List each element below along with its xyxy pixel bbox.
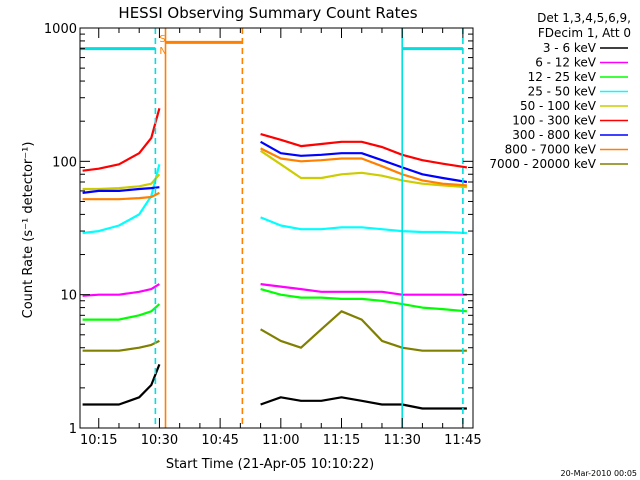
axes: 1 10 100 1000 10:15 10:30 10:45 11:00 11:15 11:30… — [44, 22, 482, 448]
x-tick-label: 11:15 — [323, 433, 360, 448]
footer-timestamp: 20-Mar-2010 00:05 — [561, 469, 638, 478]
y-axis-label: Count Rate (s⁻¹ detector⁻¹) — [21, 142, 36, 319]
y-tick-label: 100 — [52, 155, 77, 170]
legend-entry-label: 3 - 6 keV — [543, 41, 597, 55]
legend-entry-label: 12 - 25 keV — [528, 70, 597, 84]
legend-entry-label: 300 - 800 keV — [512, 128, 596, 142]
legend-entry-label: 100 - 300 keV — [512, 114, 596, 128]
x-tick-label: 11:00 — [262, 433, 299, 448]
legend-header-line-2: FDecim 1, Att 0 — [538, 26, 631, 40]
flag-letter-n: N — [159, 46, 166, 57]
plot-area: SN — [80, 28, 468, 428]
plot-frame — [79, 27, 474, 429]
x-tick-label: 10:45 — [201, 433, 238, 448]
legend-entry-label: 50 - 100 keV — [520, 99, 597, 113]
legend-entry-label: 800 - 7000 keV — [505, 143, 597, 157]
series-line-5 — [82, 108, 468, 172]
series-line-8 — [82, 310, 467, 352]
x-axis-label: Start Time (21-Apr-05 10:10:22) — [166, 457, 374, 472]
series-line-6 — [82, 140, 468, 194]
series-line-0 — [82, 363, 467, 410]
legend: Det 1,3,4,5,6,9, FDecim 1, Att 0 3 - 6 k… — [489, 11, 631, 171]
legend-header-line-1: Det 1,3,4,5,6,9, — [537, 11, 631, 25]
x-tick-label: 10:30 — [141, 433, 178, 448]
x-tick-label: 10:15 — [80, 433, 117, 448]
x-tick-label: 11:45 — [444, 433, 481, 448]
legend-entry-label: 6 - 12 keV — [535, 56, 597, 70]
chart-title: HESSI Observing Summary Count Rates — [118, 4, 417, 22]
y-tick-label: 10 — [60, 289, 77, 304]
legend-entry-label: 25 - 50 keV — [528, 85, 597, 99]
series-line-3 — [82, 164, 467, 235]
series-line-7 — [82, 147, 467, 201]
y-tick-label: 1 — [69, 422, 77, 437]
series-line-1 — [82, 283, 467, 297]
legend-entry-label: 7000 - 20000 keV — [489, 157, 596, 171]
x-tick-label: 11:30 — [383, 433, 420, 448]
series-line-4 — [82, 149, 467, 191]
flag-letter-s: S — [159, 34, 165, 45]
series-line-2 — [82, 288, 467, 321]
y-tick-label: 1000 — [44, 22, 77, 37]
